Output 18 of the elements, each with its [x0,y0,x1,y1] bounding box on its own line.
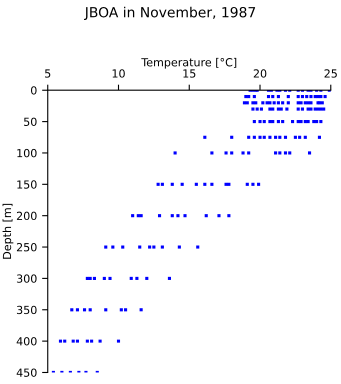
x-tick-label: 15 [183,69,196,78]
y-tick-label: 50 [24,118,37,126]
y-tick-label: 450 [16,368,37,377]
x-tick-label: 25 [324,69,337,78]
x-axis-title: Temperature [°C] [141,58,236,69]
y-tick-label: 400 [16,337,37,346]
y-tick-label: 250 [16,243,37,252]
chart-title: JBOA in November, 1987 [84,6,256,20]
x-tick-label: 5 [45,69,50,78]
x-tick-label: 20 [254,69,266,78]
y-tick-label: 300 [16,274,37,283]
y-tick-label: 150 [17,180,37,189]
y-tick-label: 0 [30,86,37,95]
y-tick-label: 200 [16,212,37,220]
y-tick-label: 350 [16,306,37,314]
y-tick-label: 100 [17,148,37,158]
x-tick-label: 10 [112,69,125,78]
y-axis-title: Depth [m] [2,204,14,259]
